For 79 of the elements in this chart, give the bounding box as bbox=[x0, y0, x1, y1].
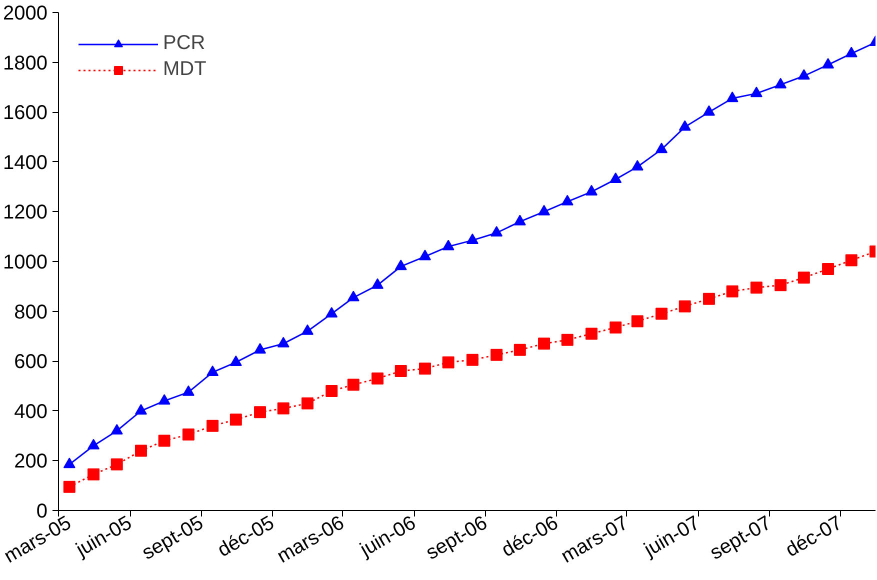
point bbox=[561, 194, 574, 206]
point bbox=[656, 142, 668, 154]
point bbox=[610, 172, 622, 184]
point bbox=[182, 428, 194, 441]
point bbox=[845, 46, 858, 58]
point bbox=[610, 321, 622, 334]
y-tick-label: 400 bbox=[14, 400, 48, 423]
point bbox=[631, 160, 644, 171]
point bbox=[490, 226, 503, 237]
point bbox=[514, 344, 526, 356]
point bbox=[63, 480, 76, 493]
point bbox=[726, 285, 738, 298]
legend-label: PCR bbox=[163, 32, 206, 55]
point bbox=[466, 354, 478, 366]
point bbox=[372, 278, 384, 289]
y-tick-label: 1000 bbox=[3, 252, 48, 274]
point bbox=[798, 272, 810, 284]
point bbox=[514, 214, 526, 226]
point bbox=[206, 420, 219, 432]
point bbox=[254, 406, 266, 418]
point bbox=[490, 348, 503, 361]
point bbox=[158, 394, 170, 405]
point bbox=[822, 58, 834, 68]
point bbox=[585, 184, 598, 196]
y-tick-label: 0 bbox=[36, 500, 48, 522]
point bbox=[538, 204, 550, 216]
point bbox=[774, 78, 787, 88]
point bbox=[158, 434, 170, 447]
y-tick-label: 200 bbox=[14, 450, 48, 473]
point bbox=[418, 250, 431, 260]
point bbox=[442, 240, 454, 250]
point bbox=[301, 324, 314, 335]
point bbox=[442, 356, 454, 368]
point bbox=[326, 384, 338, 397]
point bbox=[631, 315, 644, 328]
point bbox=[230, 414, 242, 426]
point bbox=[230, 355, 242, 366]
point bbox=[798, 69, 810, 80]
y-tick-label: 2000 bbox=[3, 2, 48, 24]
y-tick-label: 600 bbox=[14, 351, 48, 374]
point bbox=[394, 260, 407, 270]
point bbox=[774, 279, 787, 292]
point bbox=[702, 292, 715, 305]
point bbox=[656, 308, 668, 320]
point bbox=[134, 404, 147, 415]
legend-label: MDT bbox=[163, 58, 206, 81]
point bbox=[750, 282, 762, 294]
point bbox=[326, 306, 338, 318]
point bbox=[726, 92, 738, 102]
point bbox=[301, 397, 314, 410]
point bbox=[63, 458, 76, 468]
point bbox=[702, 105, 715, 116]
point bbox=[88, 468, 100, 480]
point bbox=[277, 336, 290, 348]
point bbox=[372, 372, 384, 385]
point bbox=[678, 120, 691, 131]
y-tick-label: 1400 bbox=[3, 152, 48, 174]
point bbox=[394, 365, 407, 378]
point bbox=[277, 402, 290, 414]
y-tick-label: 800 bbox=[14, 301, 48, 324]
point bbox=[585, 328, 598, 340]
point bbox=[347, 290, 360, 302]
y-tick-label: 1600 bbox=[3, 102, 48, 124]
point bbox=[822, 262, 834, 275]
point bbox=[347, 378, 360, 391]
point bbox=[110, 458, 123, 470]
point bbox=[750, 86, 762, 98]
y-tick-label: 1800 bbox=[3, 52, 48, 74]
point bbox=[678, 300, 691, 312]
point bbox=[418, 362, 431, 375]
y-tick-label: 1200 bbox=[3, 202, 48, 224]
point bbox=[845, 254, 858, 266]
point bbox=[254, 343, 266, 354]
point bbox=[466, 233, 478, 244]
point bbox=[561, 334, 574, 346]
point bbox=[134, 444, 147, 457]
point bbox=[182, 385, 194, 396]
point bbox=[538, 338, 550, 350]
point bbox=[206, 365, 219, 376]
